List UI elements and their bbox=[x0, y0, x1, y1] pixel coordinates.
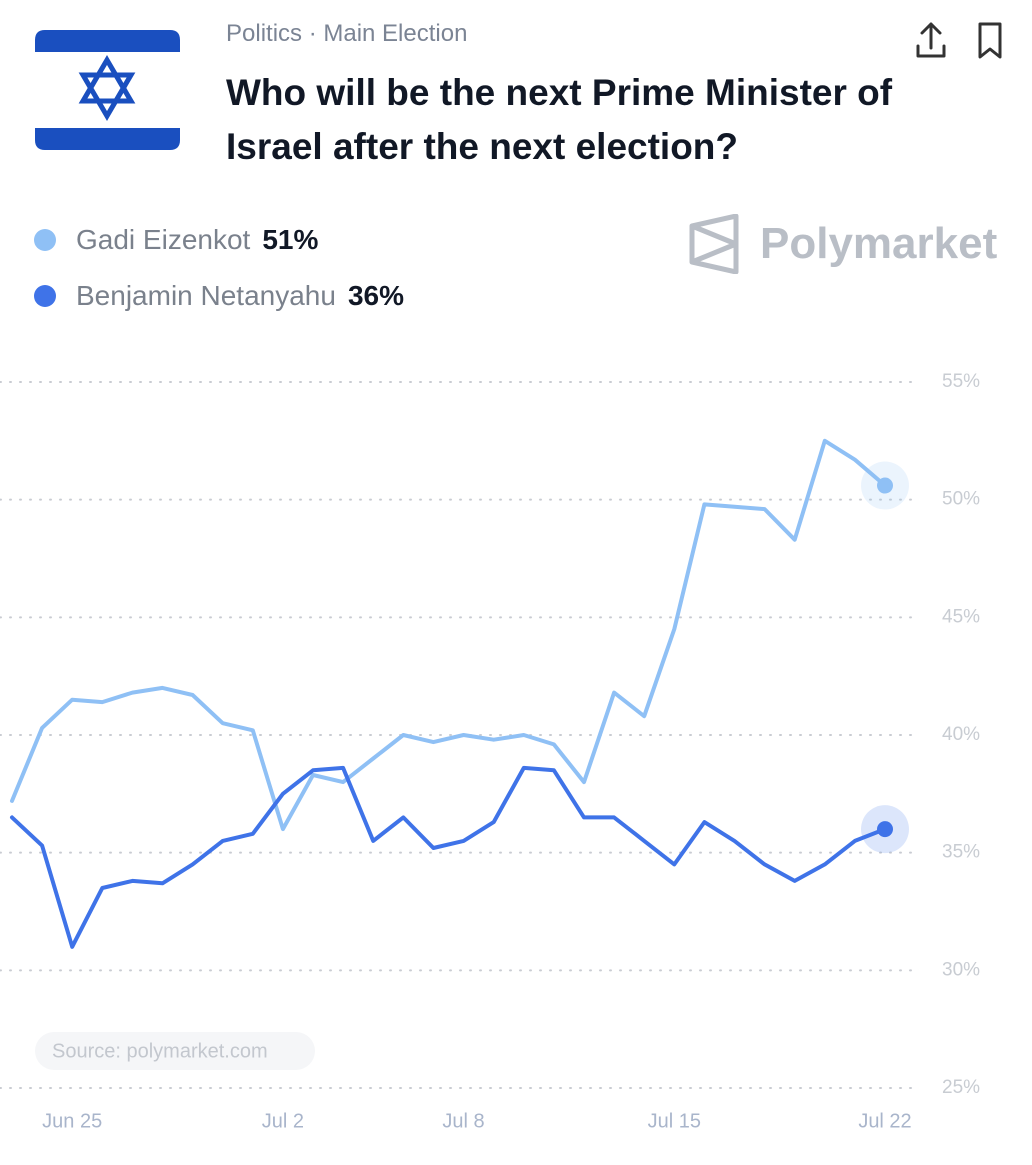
x-tick-label: Jul 8 bbox=[442, 1110, 484, 1132]
legend-item[interactable]: Gadi Eizenkot 51% bbox=[34, 212, 404, 268]
flag bbox=[35, 30, 180, 150]
series-line bbox=[10, 438, 887, 832]
question-title: Who will be the next Prime Minister of I… bbox=[226, 72, 893, 167]
source-badge bbox=[35, 1032, 315, 1070]
legend-name: Benjamin Netanyahu bbox=[76, 280, 336, 311]
bookmark-icon[interactable] bbox=[978, 22, 1002, 59]
source: Source: polymarket.com bbox=[52, 1040, 268, 1062]
y-tick-label: 50% bbox=[942, 489, 980, 510]
x-tick-label: Jul 15 bbox=[648, 1110, 701, 1132]
series-line bbox=[10, 765, 887, 949]
legend-dot bbox=[34, 285, 56, 307]
y-tick-label: 25% bbox=[942, 1077, 980, 1098]
x-tick-label: Jul 22 bbox=[858, 1110, 911, 1132]
legend-value: 36% bbox=[347, 280, 404, 311]
x-tick-label: Jun 25 bbox=[42, 1110, 102, 1132]
legend-name: Gadi Eizenkot bbox=[76, 224, 251, 255]
logo-text: Polymarket bbox=[760, 219, 998, 268]
legend: Gadi Eizenkot 51% Benjamin Netanyahu 36% bbox=[34, 212, 404, 324]
y-tick-label: 40% bbox=[942, 724, 980, 745]
y-tick-label: 35% bbox=[942, 842, 980, 863]
share-icon[interactable] bbox=[916, 22, 946, 58]
end-dot bbox=[877, 477, 893, 494]
breadcrumb[interactable]: Politics · Main Election bbox=[226, 20, 468, 47]
legend-dot bbox=[34, 229, 56, 251]
y-tick-label: 30% bbox=[942, 959, 980, 980]
logo-mark bbox=[689, 214, 739, 274]
legend-item[interactable]: Benjamin Netanyahu 36% bbox=[34, 268, 404, 324]
y-tick-label: 55% bbox=[942, 371, 980, 392]
end-dot bbox=[877, 821, 893, 838]
actions bbox=[916, 22, 1002, 59]
y-tick-label: 45% bbox=[942, 606, 980, 627]
logo: Polymarket bbox=[688, 214, 997, 274]
x-tick-label: Jul 2 bbox=[262, 1110, 304, 1132]
legend-value: 51% bbox=[262, 224, 319, 255]
